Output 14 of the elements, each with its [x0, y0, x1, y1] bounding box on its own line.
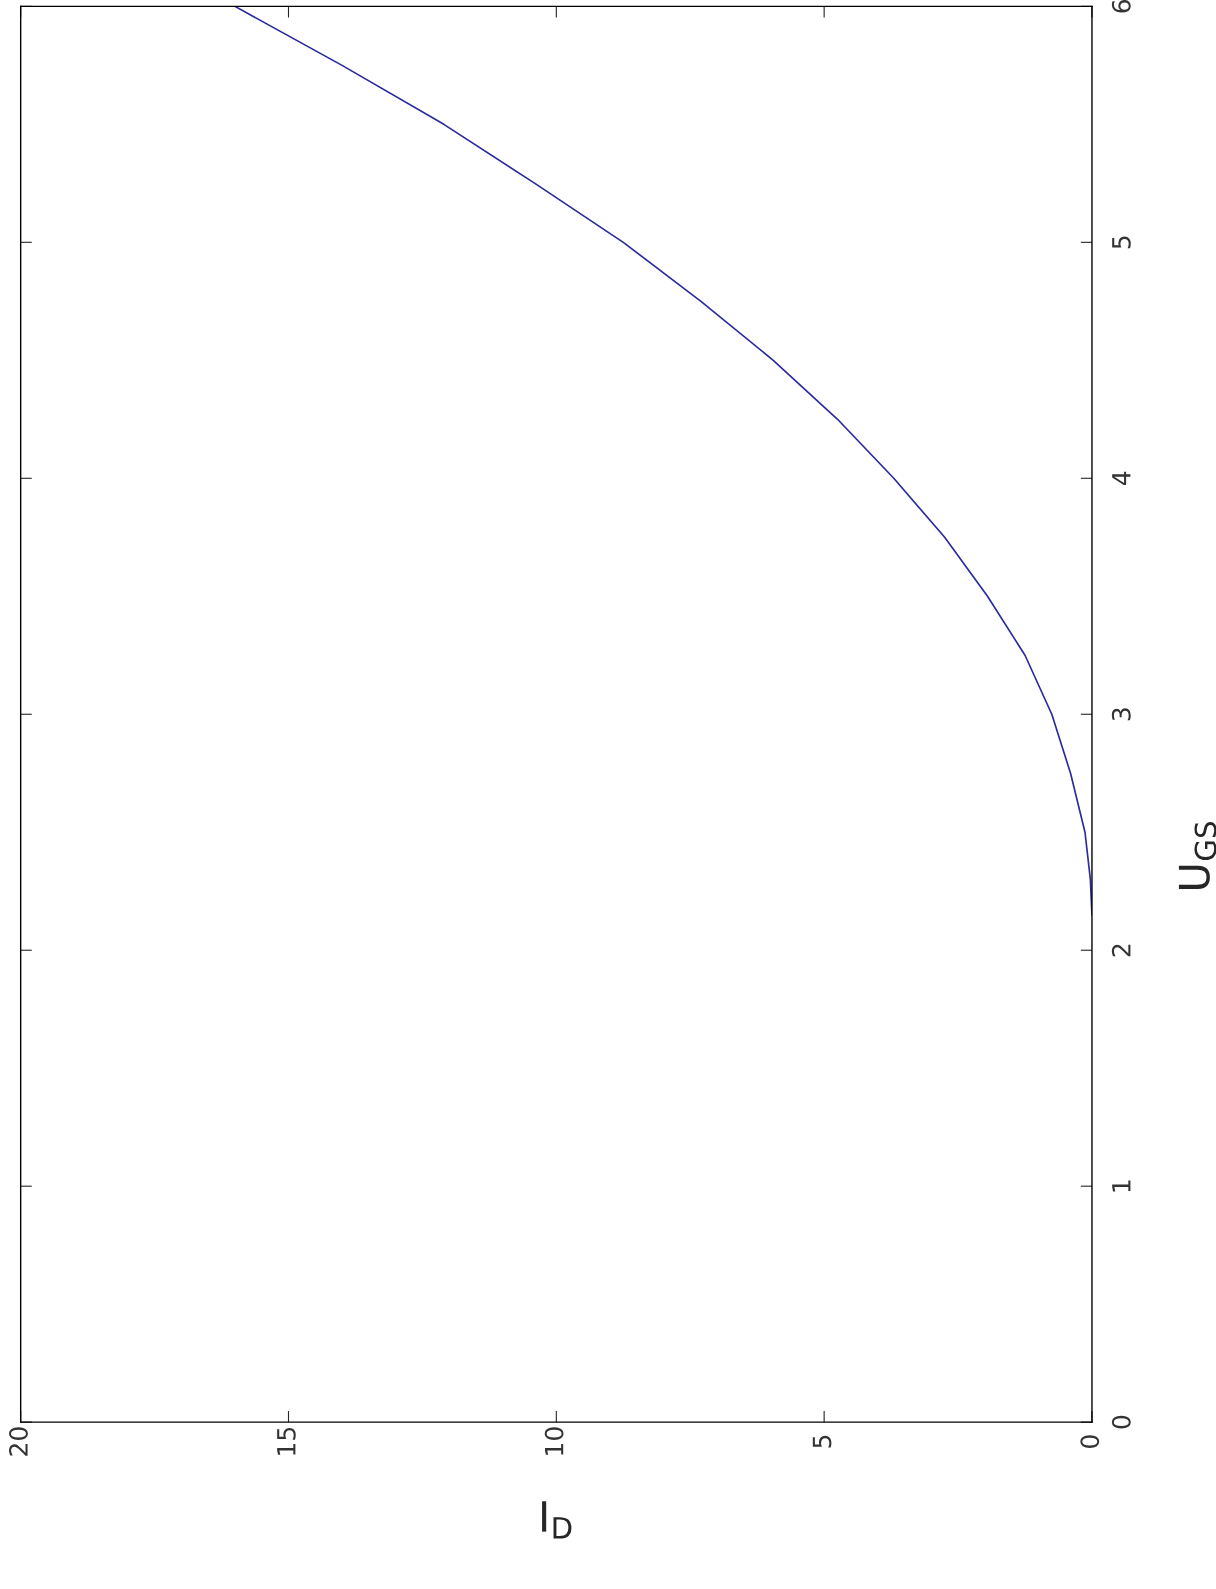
- y-tick-label: 3: [1111, 708, 1131, 721]
- y-tick-label: 6: [1111, 0, 1131, 13]
- x-tick-label: 10: [544, 1427, 564, 1455]
- x-axis-title: I$_{D}$: [542, 1501, 572, 1539]
- x-tick-label: 20: [9, 1427, 28, 1456]
- y-tick-label: 4: [1112, 471, 1131, 486]
- y-tick-label: 1: [1112, 1180, 1131, 1192]
- y-tick-label: 5: [1112, 236, 1131, 249]
- x-tick-label: 15: [277, 1427, 296, 1455]
- y-axis-title: U$_{GS}$: [1178, 822, 1216, 889]
- y-tick-label: 2: [1111, 944, 1131, 957]
- x-tick-label: 0: [1080, 1435, 1100, 1448]
- y-tick-label: 0: [1111, 1415, 1131, 1429]
- x-tick-label: 5: [812, 1435, 832, 1448]
